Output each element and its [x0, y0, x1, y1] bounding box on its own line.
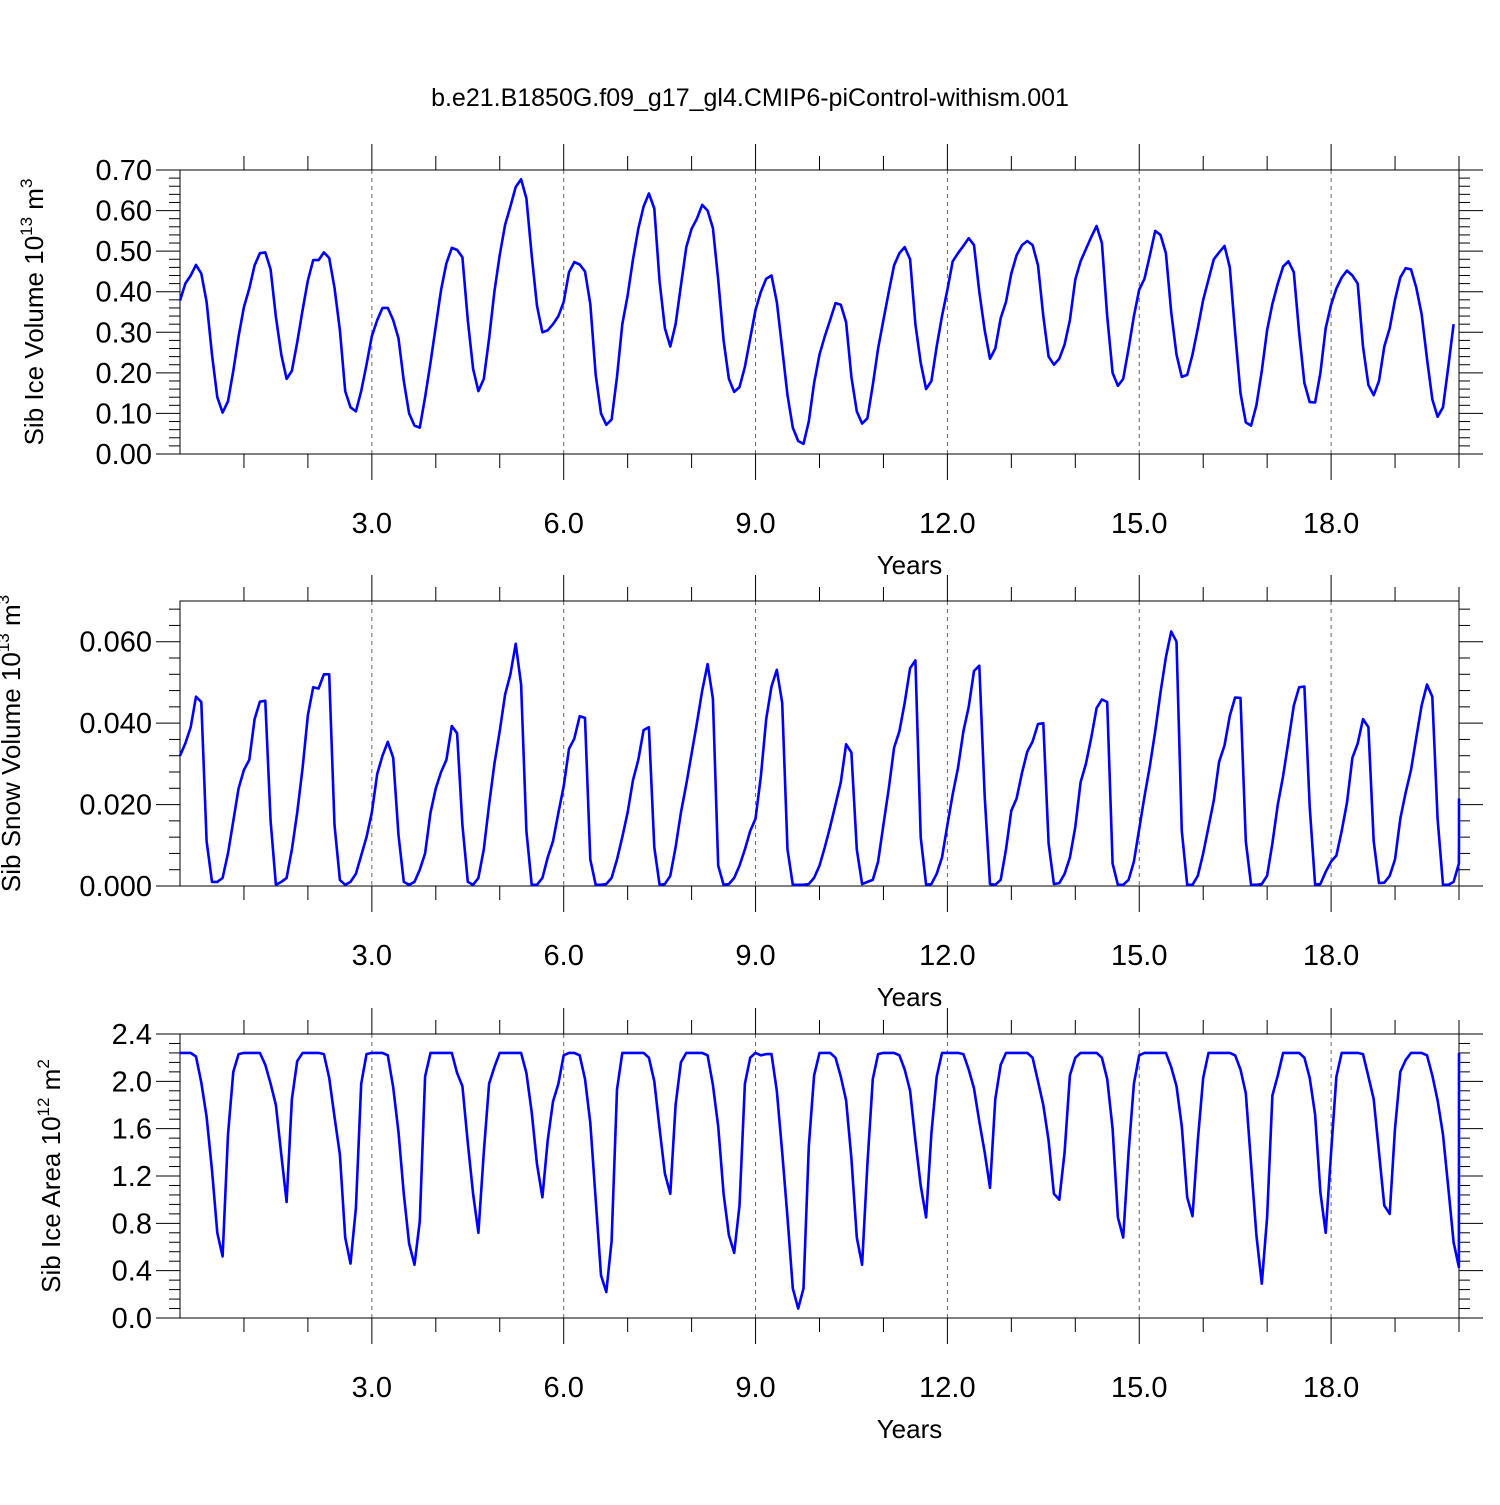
x-tick-label: 3.0: [352, 1372, 392, 1404]
x-tick-label: 18.0: [1303, 508, 1359, 540]
x-tick-label: 6.0: [544, 508, 584, 540]
x-axis-label: Years: [877, 1414, 943, 1444]
y-tick-label: 2.0: [112, 1066, 152, 1098]
x-tick-label: 9.0: [735, 940, 775, 972]
y-tick-label: 0.040: [79, 708, 152, 740]
x-tick-label: 3.0: [352, 940, 392, 972]
x-tick-label: 9.0: [735, 1372, 775, 1404]
y-axis-label: Sib Ice Area 1012 m2: [34, 1059, 66, 1293]
y-axis-label-exp: 13: [17, 217, 36, 236]
y-tick-label: 0.4: [112, 1256, 152, 1288]
y-tick-label: 0.50: [96, 236, 152, 268]
y-tick-label: 0.00: [96, 439, 152, 471]
y-axis-label-exp: 13: [0, 633, 13, 652]
x-axis-label: Years: [877, 550, 943, 580]
x-tick-label: 6.0: [544, 940, 584, 972]
y-tick-label: 0.060: [79, 627, 152, 659]
y-tick-label: 0.000: [79, 871, 152, 903]
y-tick-label: 0.020: [79, 790, 152, 822]
x-tick-label: 15.0: [1111, 940, 1167, 972]
x-tick-label: 15.0: [1111, 508, 1167, 540]
y-axis-label-unit: m: [0, 604, 26, 633]
panels: 0.00 0.10 0.20 0.30 0.40 0.50 0.60 0.70 3.0 6.0 9.…: [0, 144, 1483, 1444]
x-tick-label: 12.0: [919, 1372, 975, 1404]
y-axis-label-exp: 12: [34, 1098, 53, 1117]
y-axis-label: Sib Ice Volume 1013 m3: [17, 179, 49, 446]
y-axis-label-unit-exp: 3: [17, 179, 36, 188]
y-tick-label: 0.60: [96, 196, 152, 228]
y-tick-label: 0.8: [112, 1208, 152, 1240]
y-axis-label-unit-exp: 3: [0, 595, 13, 604]
panel-ice-volume: 0.00 0.10 0.20 0.30 0.40 0.50 0.60 0.70 3.0 6.0 9.…: [17, 144, 1483, 580]
panel-snow-volume: 0.000 0.020 0.040 0.060 3.0 6.0 9.0 12.0 15.0 18.…: [0, 575, 1483, 1012]
figure-title: b.e21.B1850G.f09_g17_gl4.CMIP6-piControl…: [431, 84, 1069, 112]
y-tick-label: 0.10: [96, 398, 152, 430]
y-axis-label-main: Sib Ice Volume 10: [19, 236, 49, 446]
y-axis-label-main: Sib Snow Volume 10: [0, 652, 26, 892]
x-tick-label: 18.0: [1303, 940, 1359, 972]
series-line-snow-volume: [178, 630, 1461, 887]
y-axis-label: Sib Snow Volume 1013 m3: [0, 595, 26, 892]
x-axis-label: Years: [877, 982, 943, 1012]
y-tick-label: 0.70: [96, 155, 152, 187]
y-tick-label: 0.0: [112, 1303, 152, 1335]
y-tick-label: 1.2: [112, 1161, 152, 1193]
x-tick-label: 9.0: [735, 508, 775, 540]
series-line-ice-volume: [178, 178, 1455, 446]
y-axis-label-unit-exp: 2: [34, 1059, 53, 1068]
x-tick-label: 6.0: [544, 1372, 584, 1404]
panel-ice-area: 0.0 0.4 0.8 1.2 1.6 2.0 2.4 3.0 6.0 9.0 12.0 15.0 18…: [34, 1008, 1483, 1444]
x-tick-label: 18.0: [1303, 1372, 1359, 1404]
x-tick-label: 12.0: [919, 508, 975, 540]
y-axis-label-unit: m: [19, 188, 49, 217]
x-tick-label: 15.0: [1111, 1372, 1167, 1404]
y-tick-label: 0.40: [96, 277, 152, 309]
y-tick-label: 0.20: [96, 358, 152, 390]
series-line-ice-area: [180, 1051, 1461, 1310]
y-axis-label-unit: m: [36, 1069, 66, 1098]
y-tick-label: 2.4: [112, 1019, 152, 1051]
x-tick-label: 12.0: [919, 940, 975, 972]
y-axis-label-main: Sib Ice Area 10: [36, 1116, 66, 1292]
y-tick-label: 0.30: [96, 317, 152, 349]
x-tick-label: 3.0: [352, 508, 392, 540]
y-tick-label: 1.6: [112, 1114, 152, 1146]
